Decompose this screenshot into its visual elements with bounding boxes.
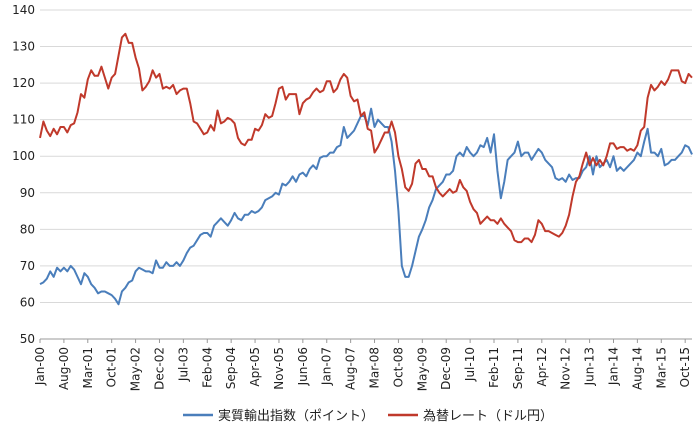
x-tick-label: May-02 (129, 347, 143, 391)
y-tick-label: 70 (20, 259, 35, 273)
x-tick-label: Mar-01 (81, 347, 95, 388)
y-tick-label: 140 (12, 3, 35, 17)
x-tick-label: Jan-00 (33, 347, 47, 386)
x-axis-ticks: Jan-00 Aug-00 Mar-01 Oct-01 May-02 Dec-02 Jul-… (33, 339, 692, 391)
legend: 実質輸出指数（ポイント） 為替レート（ドル円） (183, 408, 553, 424)
x-tick-label: Jan-14 (606, 347, 620, 386)
x-tick-label: Jun-13 (583, 347, 597, 386)
series-line-export-index (39, 107, 693, 306)
x-tick-label: Oct-15 (678, 347, 692, 387)
y-tick-label: 80 (20, 222, 35, 236)
y-tick-label: 130 (12, 40, 35, 54)
y-tick-label: 100 (12, 149, 35, 163)
x-tick-label: Jan-07 (320, 347, 334, 386)
x-tick-label: Jul-03 (176, 347, 190, 382)
grid (40, 9, 692, 340)
x-tick-label: Aug-14 (630, 347, 644, 390)
x-tick-label: Aug-00 (57, 347, 71, 390)
y-tick-label: 90 (20, 186, 35, 200)
y-tick-label: 110 (12, 113, 35, 127)
x-tick-label: Oct-08 (391, 347, 405, 387)
x-tick-label: Feb-11 (487, 347, 501, 388)
x-tick-label: Dec-09 (439, 347, 453, 390)
x-tick-label: Jun-06 (296, 347, 310, 386)
x-tick-label: Mar-08 (368, 347, 382, 388)
series-lines (39, 32, 693, 306)
x-tick-label: Apr-05 (248, 347, 262, 387)
legend-label-export-index: 実質輸出指数（ポイント） (218, 408, 374, 424)
x-tick-label: Feb-04 (200, 347, 214, 388)
y-tick-label: 120 (12, 76, 35, 90)
x-tick-label: Jul-10 (463, 347, 477, 382)
x-tick-label: Oct-01 (105, 347, 119, 387)
series-line-exchange-rate (39, 32, 693, 244)
x-tick-label: Sep-04 (224, 347, 238, 389)
x-tick-label: Dec-02 (152, 347, 166, 390)
x-tick-label: Nov-12 (559, 347, 573, 390)
y-tick-label: 60 (20, 295, 35, 309)
x-tick-label: Aug-07 (344, 347, 358, 390)
x-tick-label: May-09 (415, 347, 429, 391)
legend-label-exchange-rate: 為替レート（ドル円） (423, 408, 553, 424)
x-tick-label: Apr-12 (535, 347, 549, 387)
x-tick-label: Nov-05 (272, 347, 286, 390)
y-tick-label: 50 (20, 332, 35, 346)
y-axis-ticks: 50 60 70 80 90 100 110 120 130 140 (12, 3, 35, 346)
x-tick-label: Sep-11 (511, 347, 525, 389)
x-tick-label: Mar-15 (654, 347, 668, 388)
